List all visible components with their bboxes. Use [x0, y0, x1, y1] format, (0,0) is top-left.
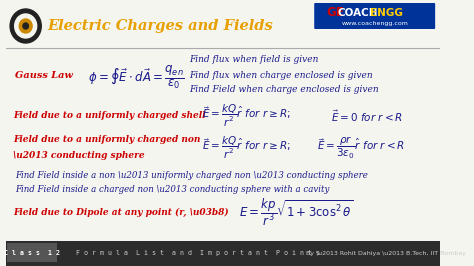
Text: Field due to a uniformly charged non: Field due to a uniformly charged non	[13, 135, 200, 144]
Text: Find Field inside a charged non \u2013 conducting sphere with a cavity: Find Field inside a charged non \u2013 c…	[15, 185, 329, 194]
Text: Field due to Dipole at any point (r, \u03b8): Field due to Dipole at any point (r, \u0…	[13, 207, 228, 217]
Circle shape	[19, 19, 32, 33]
Text: Electric Charges and Fields: Electric Charges and Fields	[48, 19, 273, 33]
Text: $\vec{E} = \dfrac{\rho r}{3\varepsilon_0}\hat{r}\ for\ r < R$: $\vec{E} = \dfrac{\rho r}{3\varepsilon_0…	[317, 135, 405, 161]
Text: www.coachengg.com: www.coachengg.com	[341, 22, 408, 27]
FancyBboxPatch shape	[8, 243, 57, 262]
Text: $\vec{E} = \dfrac{kQ}{r^2}\hat{r}\ for\ r \geq R;$: $\vec{E} = \dfrac{kQ}{r^2}\hat{r}\ for\ …	[202, 103, 291, 129]
Circle shape	[23, 23, 28, 29]
Text: F o r m u l a  L i s t  a n d  I m p o r t a n t  P o i n t s: F o r m u l a L i s t a n d I m p o r t …	[76, 250, 320, 256]
Text: Find Field when charge enclosed is given: Find Field when charge enclosed is given	[189, 85, 378, 94]
Text: Find flux when field is given: Find flux when field is given	[189, 56, 318, 64]
Text: C l a s s  1 2: C l a s s 1 2	[4, 250, 60, 256]
Text: COACH: COACH	[337, 8, 378, 18]
Circle shape	[10, 9, 41, 43]
Text: By \u2013 Rohit Dahiya \u2013 B.Tech, IIT Bombay: By \u2013 Rohit Dahiya \u2013 B.Tech, II…	[306, 251, 465, 256]
Text: $\vec{E} = \dfrac{kQ}{r^2}\hat{r}\ for\ r \geq R;$: $\vec{E} = \dfrac{kQ}{r^2}\hat{r}\ for\ …	[202, 135, 291, 161]
FancyBboxPatch shape	[314, 3, 435, 29]
Text: Gauss Law: Gauss Law	[15, 70, 73, 80]
Text: $\vec{E} = 0\ for\ r < R$: $\vec{E} = 0\ for\ r < R$	[331, 108, 403, 124]
Text: GE: GE	[326, 6, 344, 19]
Text: ENGG: ENGG	[370, 8, 403, 18]
FancyBboxPatch shape	[6, 241, 440, 266]
Text: $\phi = \oint \vec{E} \cdot d\vec{A} = \dfrac{q_{en}}{\varepsilon_0}$: $\phi = \oint \vec{E} \cdot d\vec{A} = \…	[88, 65, 184, 92]
Text: Field due to a uniformly charged shell: Field due to a uniformly charged shell	[13, 111, 205, 120]
Text: $E = \dfrac{kp}{r^3}\sqrt{1 + 3\cos^2\theta}$: $E = \dfrac{kp}{r^3}\sqrt{1 + 3\cos^2\th…	[239, 196, 354, 228]
Text: Find Field inside a non \u2013 uniformly charged non \u2013 conducting sphere: Find Field inside a non \u2013 uniformly…	[15, 171, 367, 180]
Text: \u2013 conducting sphere: \u2013 conducting sphere	[13, 151, 145, 160]
Text: Find flux when charge enclosed is given: Find flux when charge enclosed is given	[189, 70, 373, 80]
Circle shape	[15, 14, 36, 38]
